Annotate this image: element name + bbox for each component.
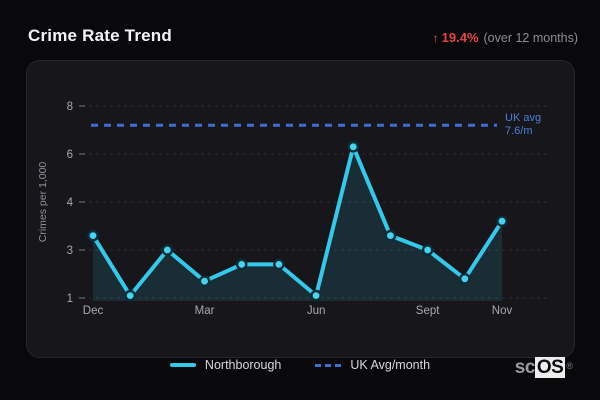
svg-text:8: 8 (67, 101, 73, 113)
svg-text:Nov: Nov (492, 305, 513, 317)
svg-text:1: 1 (67, 293, 73, 305)
svg-text:UK avg: UK avg (505, 112, 541, 124)
logo-prefix: sc (514, 357, 536, 378)
svg-text:Jun: Jun (307, 305, 326, 317)
page-title: Crime Rate Trend (28, 26, 172, 45)
trend-percent: 19.4% (441, 30, 479, 45)
svg-text:Dec: Dec (83, 305, 104, 317)
legend-label: UK Avg/month (350, 358, 431, 372)
registered-trademark-icon: ® (566, 361, 573, 371)
svg-text:Crimes per 1,000: Crimes per 1,000 (37, 162, 49, 243)
trend-up-arrow-icon: ↑ (432, 31, 439, 45)
chart-legend: Northborough UK Avg/month (0, 355, 600, 375)
legend-item-northborough[interactable]: Northborough (169, 358, 282, 372)
trend-indicator: ↑ 19.4% (over 12 months) (433, 30, 578, 45)
legend-label: Northborough (204, 358, 282, 372)
logo-suffix: OS (534, 357, 566, 378)
svg-text:Mar: Mar (195, 305, 215, 317)
svg-text:7.6/m: 7.6/m (505, 125, 533, 137)
legend-item-uk-avg[interactable]: UK Avg/month (315, 358, 430, 372)
scos-logo: sc OS ® (515, 357, 573, 379)
svg-text:Sept: Sept (416, 305, 440, 317)
svg-text:3: 3 (67, 245, 73, 257)
svg-text:6: 6 (67, 149, 73, 161)
chart-card: 8 6 4 3 1 Crimes per 1,000 UK avg 7.6/m Dec Mar Ju… (26, 60, 575, 358)
svg-text:4: 4 (67, 197, 74, 209)
solid-line-swatch-icon (169, 363, 196, 367)
trend-caption: (over 12 months) (483, 31, 578, 45)
dashed-line-swatch-icon (315, 363, 342, 367)
